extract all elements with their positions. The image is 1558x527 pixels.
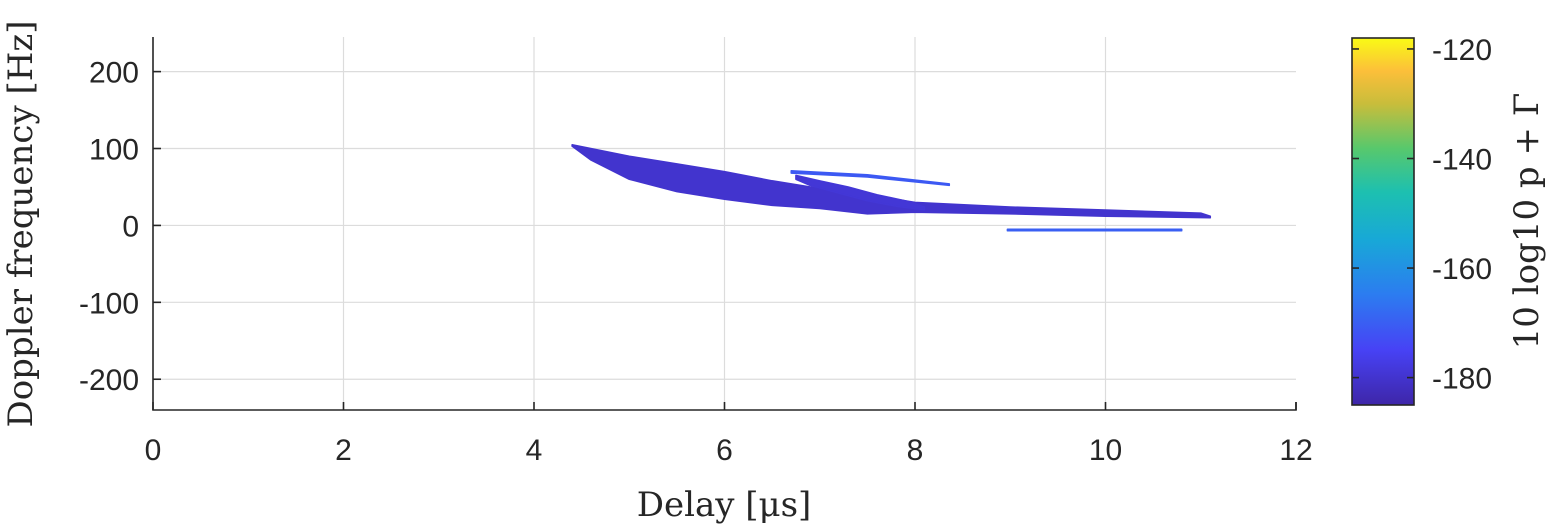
- y-tick-label: -100: [79, 287, 139, 320]
- colorbar-tick-label: -180: [1432, 363, 1492, 396]
- secondary-trace: [795, 174, 926, 211]
- x-axis: 0 2 4 6 8 10 12: [145, 402, 1313, 467]
- y-axis: 200 100 0 -100 -200: [79, 57, 161, 397]
- x-tick-label: 12: [1279, 434, 1312, 467]
- y-axis-label: Doppler frequency [Hz]: [1, 20, 41, 427]
- colorbar: -120 -140 -160 -180 10 log10 p + Γ: [1351, 34, 1547, 406]
- x-tick-label: 2: [335, 434, 352, 467]
- colorbar-tick-label: -140: [1432, 144, 1492, 177]
- grid: [153, 37, 1296, 410]
- colorbar-ticks: -120 -140 -160 -180: [1352, 34, 1492, 396]
- y-tick-label: 200: [89, 57, 139, 90]
- plot-area: 0 2 4 6 8 10 12 200 100 0 -100 -200: [79, 37, 1313, 467]
- x-tick-label: 6: [716, 434, 733, 467]
- y-tick-label: 0: [122, 210, 139, 243]
- traces: [571, 143, 1212, 232]
- x-tick-label: 4: [526, 434, 543, 467]
- x-tick-label: 10: [1089, 434, 1122, 467]
- colorbar-tick-label: -160: [1432, 253, 1492, 286]
- colorbar-label: 10 log10 p + Γ: [1507, 93, 1547, 350]
- x-tick-label: 0: [145, 434, 162, 467]
- main-trace: [571, 143, 1212, 219]
- y-tick-label: 100: [89, 134, 139, 167]
- colorbar-gradient: [1351, 37, 1415, 406]
- x-axis-label: Delay [μs]: [637, 485, 812, 525]
- lower-streak: [1006, 228, 1183, 232]
- upper-streak: [790, 170, 951, 187]
- colorbar-tick-label: -120: [1432, 34, 1492, 67]
- x-tick-label: 8: [907, 434, 924, 467]
- y-tick-label: -200: [79, 364, 139, 397]
